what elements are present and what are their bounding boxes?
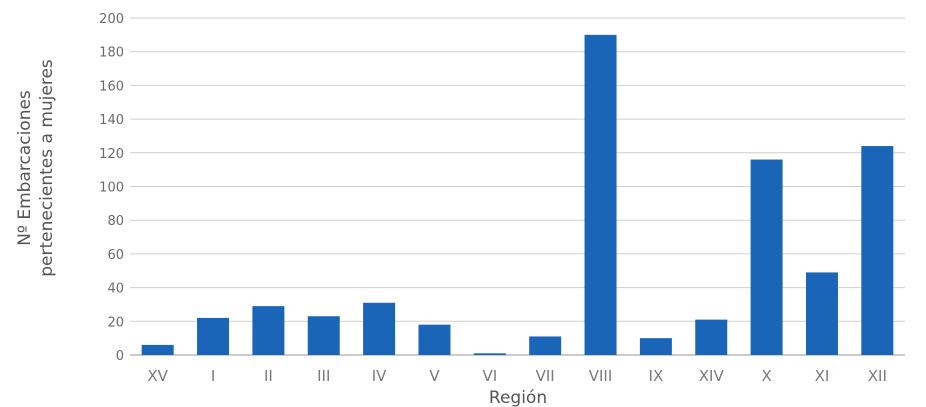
y-tick-label: 0 [116, 349, 124, 364]
x-tick-label: XI [815, 367, 830, 385]
bar-V [418, 324, 451, 355]
bar-III [307, 316, 340, 355]
bar-VI [473, 353, 506, 355]
x-tick-label: V [429, 367, 440, 385]
bar-XIV [695, 319, 728, 355]
bar-XI [805, 272, 838, 355]
bar-VIII [584, 34, 617, 355]
x-tick-label: XV [147, 367, 168, 385]
y-tick-label: 200 [99, 12, 124, 27]
gridlines [130, 17, 905, 356]
y-tick-label: 160 [99, 79, 124, 94]
bars [141, 34, 894, 355]
bar-IV [363, 302, 396, 355]
x-tick-label: XII [868, 367, 887, 385]
y-tick-label: 140 [99, 113, 124, 128]
y-tick-label: 120 [99, 147, 124, 162]
x-tick-label: II [264, 367, 273, 385]
y-tick-label: 180 [99, 46, 124, 61]
bar-X [750, 159, 783, 355]
bar-XV [141, 344, 174, 355]
x-tick-label: IX [649, 367, 664, 385]
x-tick-label: I [211, 367, 215, 385]
y-tick-label: 100 [99, 181, 124, 196]
x-tick-label: XIV [699, 367, 725, 385]
y-axis-ticks: 0 20 40 60 80 100 120 140 160 180 200 [99, 12, 124, 364]
y-tick-label: 60 [107, 248, 124, 263]
y-tick-label: 20 [107, 315, 124, 330]
y-tick-label: 80 [107, 214, 124, 229]
x-tick-label: III [317, 367, 330, 385]
bar-VII [529, 336, 562, 355]
bar-XII [861, 146, 894, 355]
x-axis-title: Región [489, 388, 547, 407]
y-axis-title-line-2: pertenecientes a mujeres [37, 59, 57, 277]
x-tick-label: IV [372, 367, 387, 385]
x-tick-label: VIII [589, 367, 613, 385]
y-axis-title-line-1: Nº Embarcaciones [15, 90, 35, 246]
x-tick-label: X [761, 367, 771, 385]
y-tick-label: 40 [107, 282, 124, 297]
x-tick-label: VI [482, 367, 497, 385]
bar-II [252, 306, 285, 355]
x-axis-ticks: XV I II III IV V VI VII VIII IX XIV X XI XII [147, 367, 886, 385]
bar-I [197, 317, 230, 355]
x-tick-label: VII [536, 367, 555, 385]
bar-IX [639, 338, 672, 355]
